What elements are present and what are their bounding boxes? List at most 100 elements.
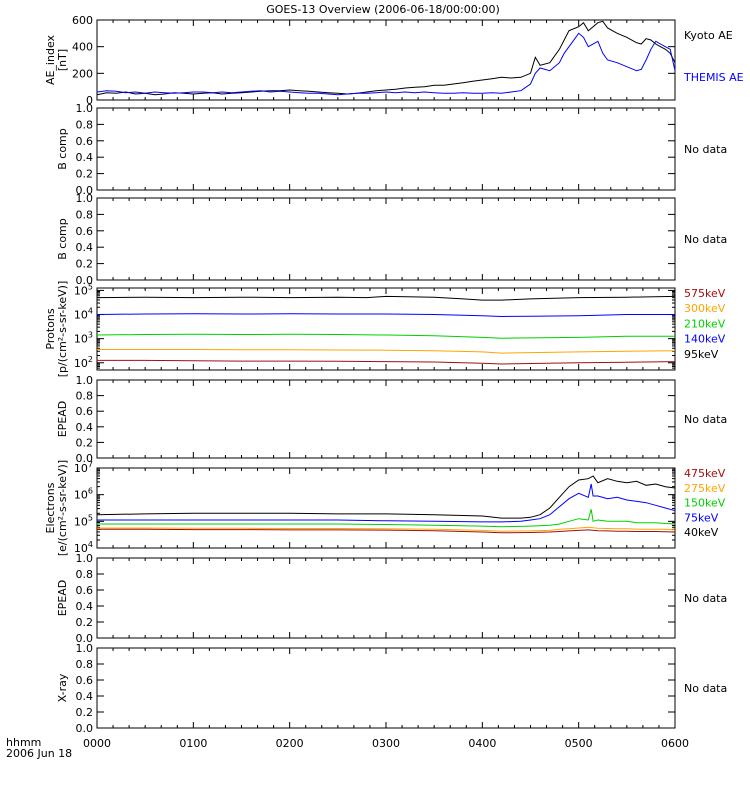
series-line-575kev [97, 359, 676, 365]
legend-entry: THEMIS AE [683, 71, 744, 84]
y-tick-label: 0.6 [76, 135, 94, 148]
y-tick-label: 0.4 [76, 421, 94, 434]
y-tick-label: 107 [74, 460, 93, 475]
legend-entry: 150keV [684, 497, 726, 510]
series-line-300kev [97, 349, 676, 354]
y-axis-label: B comp [56, 218, 69, 260]
no-data-label: No data [684, 233, 727, 246]
y-tick-label: 0.4 [76, 690, 94, 703]
y-axis-label: EPEAD [56, 401, 69, 438]
x-tick-label: 0300 [372, 737, 400, 750]
y-tick-label: 1.0 [76, 192, 94, 205]
series-line-140kev [96, 313, 675, 318]
no-data-label: No data [684, 143, 727, 156]
legend-entry: 140keV [684, 333, 726, 346]
y-tick-label: 0.6 [76, 225, 94, 238]
panel-frame-xray [96, 647, 676, 729]
y-tick-label: 0.2 [76, 168, 94, 181]
y-tick-label: 0.2 [76, 706, 94, 719]
x-tick-label: 0400 [468, 737, 496, 750]
legend-entry: 75keV [684, 511, 719, 524]
legend-entry: 475keV [684, 467, 726, 480]
x-tick-label: 0000 [83, 737, 111, 750]
panel-frame-epead1 [96, 379, 676, 459]
legend-entry: 210keV [684, 317, 726, 330]
y-tick-label: 1.0 [76, 642, 94, 655]
y-tick-label: 103 [74, 331, 93, 346]
y-tick-label: 0.0 [76, 184, 94, 197]
panel-frame-ae [96, 19, 676, 101]
series-line-275kev [97, 526, 676, 532]
figure-title: GOES-13 Overview (2006-06-18/00:00:00) [266, 3, 499, 16]
date-label: 2006 Jun 18 [6, 747, 72, 760]
no-data-label: No data [684, 592, 727, 605]
series-line-95kev [96, 295, 676, 301]
legend-entry: 275keV [684, 482, 726, 495]
series-line-150kev [97, 509, 676, 528]
y-tick-label: 102 [74, 355, 93, 370]
y-axis-label: [e/(cm²-s-sr-keV)] [56, 460, 69, 556]
series-line-kyoto-ae [96, 20, 676, 96]
y-tick-label: 105 [74, 513, 93, 528]
series-line-40kev [96, 475, 676, 519]
y-tick-label: 0.4 [76, 600, 94, 613]
y-tick-label: 0 [86, 94, 93, 107]
y-tick-label: 600 [72, 14, 93, 27]
y-axis-label: Electrons [44, 482, 57, 533]
panel-frame-bcomp1 [96, 107, 676, 191]
y-tick-label: 104 [74, 307, 93, 322]
y-tick-label: 106 [74, 487, 93, 502]
panel-frame-epead2 [96, 557, 676, 639]
series-line-210kev [96, 333, 675, 339]
no-data-label: No data [684, 682, 727, 695]
y-axis-label: EPEAD [56, 580, 69, 617]
x-tick-label: 0200 [276, 737, 304, 750]
legend-entry: 300keV [684, 302, 726, 315]
y-axis-label: X-ray [56, 673, 69, 702]
panel-frame-bcomp2 [96, 197, 676, 281]
hhmm-label: hhmm [6, 736, 41, 749]
panel-frame-protons [96, 287, 676, 371]
y-axis-label: Protons [44, 308, 57, 349]
y-tick-label: 0.6 [76, 405, 94, 418]
y-tick-label: 0.8 [76, 390, 94, 403]
legend-entry: Kyoto AE [684, 29, 733, 42]
y-tick-label: 0.4 [76, 151, 94, 164]
y-axis-label: AE_index [44, 34, 57, 85]
y-axis-label: [p/(cm²-s-sr-keV)] [56, 281, 69, 378]
y-tick-label: 0.6 [76, 674, 94, 687]
y-tick-label: 0.2 [76, 436, 94, 449]
y-tick-label: 1.0 [76, 374, 94, 387]
panel-frame-electrons [96, 467, 676, 549]
y-tick-label: 0.0 [76, 722, 94, 735]
y-axis-label: [nT] [56, 49, 69, 71]
y-tick-label: 0.8 [76, 118, 94, 131]
x-tick-label: 0500 [565, 737, 593, 750]
y-tick-label: 1.0 [76, 102, 94, 115]
y-tick-label: 0.2 [76, 258, 94, 271]
y-tick-label: 0.0 [76, 452, 94, 465]
x-tick-label: 0100 [179, 737, 207, 750]
series-line-75kev [97, 483, 676, 523]
y-tick-label: 0.0 [76, 274, 94, 287]
x-tick-label: 0600 [661, 737, 689, 750]
y-tick-label: 0.8 [76, 658, 94, 671]
y-tick-label: 0.4 [76, 241, 94, 254]
series-line-475kev [97, 528, 676, 534]
y-tick-label: 0.8 [76, 208, 94, 221]
no-data-label: No data [684, 413, 727, 426]
legend-entry: 575keV [684, 287, 726, 300]
legend-entry: 40keV [684, 526, 719, 539]
y-tick-label: 105 [74, 282, 93, 297]
y-tick-label: 0.0 [76, 632, 94, 645]
y-axis-label: B comp [56, 128, 69, 170]
y-tick-label: 0.6 [76, 584, 94, 597]
y-tick-label: 200 [72, 67, 93, 80]
y-tick-label: 0.8 [76, 568, 94, 581]
series-line-themis-ae [96, 32, 676, 96]
legend-entry: 95keV [684, 348, 719, 361]
y-tick-label: 0.2 [76, 616, 94, 629]
y-tick-label: 400 [72, 41, 93, 54]
